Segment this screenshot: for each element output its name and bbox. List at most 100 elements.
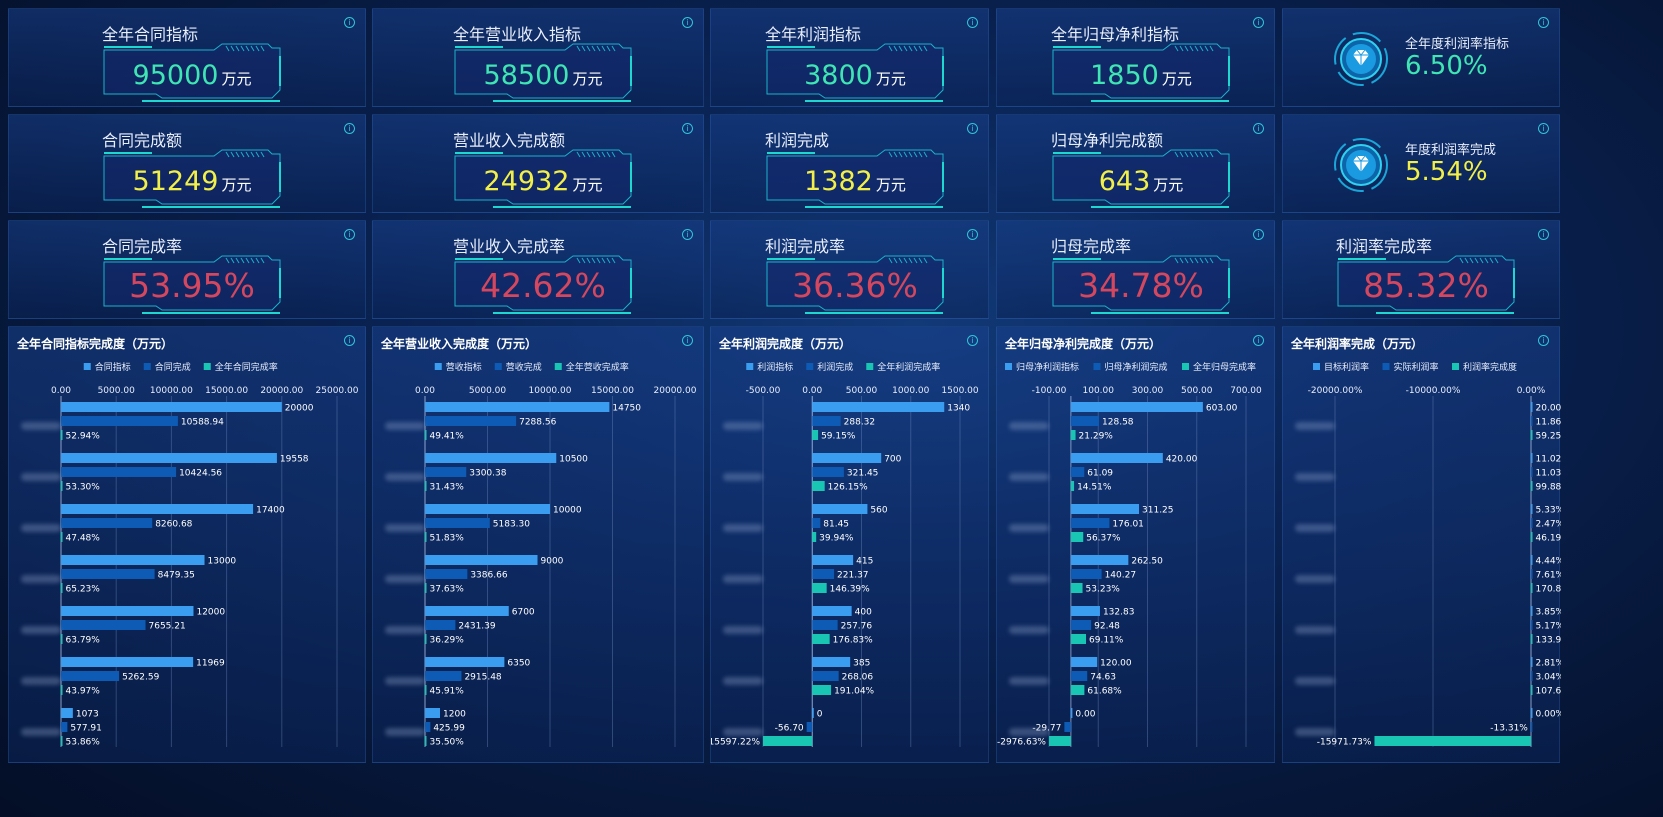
bar[interactable] [812, 569, 835, 579]
bar[interactable] [1064, 722, 1071, 732]
bar[interactable] [1531, 671, 1533, 681]
legend-swatch[interactable] [554, 363, 562, 370]
bar[interactable] [1070, 453, 1163, 463]
bar[interactable] [1070, 708, 1073, 718]
legend-label[interactable]: 利润指标 [757, 361, 793, 373]
bar[interactable] [425, 402, 610, 412]
legend-swatch[interactable] [806, 363, 814, 370]
bar[interactable] [61, 555, 205, 565]
bar[interactable] [61, 532, 63, 542]
bar[interactable] [1070, 569, 1102, 579]
bar[interactable] [425, 708, 440, 718]
bar[interactable] [61, 685, 63, 695]
bar[interactable] [425, 569, 468, 579]
info-icon[interactable]: i [1253, 229, 1264, 240]
bar[interactable] [1070, 416, 1100, 426]
bar[interactable] [61, 518, 153, 528]
bar[interactable] [1070, 481, 1075, 491]
bar[interactable] [61, 671, 120, 681]
bar[interactable] [812, 416, 841, 426]
legend-swatch[interactable] [1452, 363, 1459, 370]
info-icon[interactable]: i [682, 17, 693, 28]
bar[interactable] [425, 583, 427, 593]
bar[interactable] [1531, 481, 1533, 491]
bar[interactable] [763, 736, 813, 746]
bar[interactable] [812, 532, 817, 542]
bar[interactable] [425, 467, 467, 477]
bar[interactable] [425, 532, 427, 542]
bar[interactable] [1531, 467, 1533, 477]
info-icon[interactable]: i [1538, 335, 1549, 346]
bar[interactable] [1070, 634, 1087, 644]
legend-label[interactable]: 合同指标 [95, 361, 131, 373]
bar[interactable] [425, 416, 517, 426]
bar[interactable] [1070, 402, 1203, 412]
bar[interactable] [812, 467, 844, 477]
bar[interactable] [1374, 736, 1531, 746]
bar[interactable] [1531, 518, 1533, 528]
bar[interactable] [61, 467, 177, 477]
bar[interactable] [1070, 671, 1088, 681]
bar[interactable] [812, 555, 854, 565]
legend-swatch[interactable] [143, 363, 151, 370]
bar[interactable] [1070, 532, 1084, 542]
info-icon[interactable]: i [967, 335, 978, 346]
info-icon[interactable]: i [1253, 335, 1264, 346]
bar[interactable] [1070, 620, 1092, 630]
bar[interactable] [1531, 430, 1533, 440]
legend-swatch[interactable] [494, 363, 502, 370]
bar[interactable] [1531, 606, 1533, 616]
bar[interactable] [1070, 583, 1083, 593]
info-icon[interactable]: i [1538, 17, 1549, 28]
bar[interactable] [61, 453, 277, 463]
bar[interactable] [812, 657, 851, 667]
bar[interactable] [812, 518, 821, 528]
bar[interactable] [1070, 606, 1100, 616]
bar[interactable] [425, 620, 456, 630]
bar[interactable] [1531, 416, 1533, 426]
info-icon[interactable]: i [344, 123, 355, 134]
bar[interactable] [425, 606, 509, 616]
bar[interactable] [425, 736, 427, 746]
bar[interactable] [812, 481, 825, 491]
bar[interactable] [812, 583, 827, 593]
bar[interactable] [61, 722, 68, 732]
bar[interactable] [425, 685, 427, 695]
bar[interactable] [812, 620, 838, 630]
bar[interactable] [425, 722, 431, 732]
bar[interactable] [1531, 569, 1533, 579]
bar[interactable] [1531, 708, 1533, 718]
info-icon[interactable]: i [1538, 229, 1549, 240]
legend-swatch[interactable] [83, 363, 91, 370]
bar[interactable] [1070, 504, 1140, 514]
bar[interactable] [1530, 722, 1533, 732]
legend-swatch[interactable] [434, 363, 442, 370]
bar[interactable] [425, 634, 427, 644]
bar[interactable] [1531, 634, 1533, 644]
legend-swatch[interactable] [866, 363, 874, 370]
bar[interactable] [812, 430, 819, 440]
bar[interactable] [812, 671, 839, 681]
legend-label[interactable]: 全年归母完成率 [1193, 361, 1256, 373]
bar[interactable] [1531, 620, 1533, 630]
bar[interactable] [61, 569, 155, 579]
bar[interactable] [1531, 685, 1533, 695]
info-icon[interactable]: i [967, 17, 978, 28]
bar[interactable] [812, 606, 852, 616]
bar[interactable] [1049, 736, 1071, 746]
legend-label[interactable]: 合同完成 [155, 361, 191, 373]
legend-swatch[interactable] [1313, 363, 1320, 370]
bar[interactable] [61, 430, 63, 440]
bar[interactable] [812, 453, 882, 463]
legend-swatch[interactable] [1382, 363, 1390, 370]
bar[interactable] [806, 722, 813, 732]
info-icon[interactable]: i [682, 123, 693, 134]
bar[interactable] [1531, 583, 1533, 593]
info-icon[interactable]: i [682, 229, 693, 240]
bar[interactable] [425, 481, 427, 491]
info-icon[interactable]: i [1253, 123, 1264, 134]
bar[interactable] [425, 430, 427, 440]
bar[interactable] [812, 504, 868, 514]
legend-swatch[interactable] [1005, 363, 1012, 370]
bar[interactable] [1070, 518, 1110, 528]
